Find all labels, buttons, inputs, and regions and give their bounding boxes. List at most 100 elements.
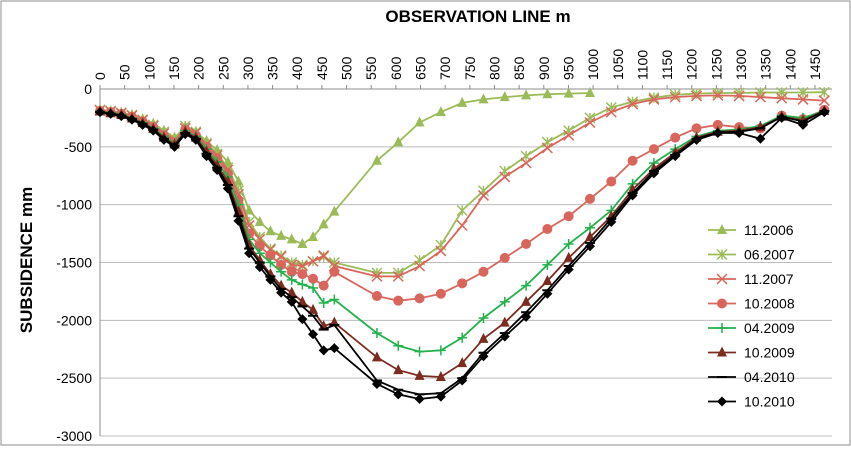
data-point (116, 111, 127, 122)
data-point (670, 151, 681, 162)
data-point (212, 164, 223, 175)
x-tick-label: 1000 (585, 49, 601, 80)
x-tick-label: 800 (486, 56, 502, 80)
data-point (414, 369, 425, 380)
x-tick-label: 750 (462, 56, 478, 80)
data-point (648, 144, 659, 155)
legend-item: 11.2007 (708, 271, 794, 287)
data-point (414, 260, 426, 272)
data-point (457, 332, 468, 343)
data-point (95, 107, 105, 118)
data-point (733, 90, 745, 102)
series-10-2010 (95, 107, 830, 404)
data-point (414, 346, 425, 357)
legend-marker (717, 224, 727, 234)
data-point (457, 375, 468, 386)
data-point (542, 223, 553, 234)
data-point (296, 260, 308, 272)
data-point (818, 95, 830, 107)
data-point (712, 89, 724, 101)
legend-item: 10.2008 (708, 296, 795, 312)
data-point (456, 219, 468, 232)
data-point (329, 343, 340, 354)
data-point (435, 106, 446, 117)
data-point (414, 116, 425, 127)
data-point (584, 87, 595, 98)
data-point (499, 252, 510, 263)
data-point (286, 274, 297, 285)
data-point (499, 296, 510, 307)
data-point (296, 259, 308, 271)
data-point (542, 259, 553, 270)
y-tick-label: 0 (84, 81, 92, 97)
legend-item: 11.2006 (708, 222, 794, 238)
data-point (318, 345, 329, 356)
y-tick-label: -3000 (56, 428, 92, 444)
data-point (819, 107, 830, 118)
x-tick-label: 550 (363, 56, 379, 80)
x-tick-label: 900 (536, 56, 552, 80)
data-point (627, 155, 638, 166)
data-point (180, 129, 191, 140)
data-point (478, 313, 489, 324)
data-point (521, 89, 532, 100)
y-tick-label: -1500 (56, 255, 92, 271)
legend: 11.2006 06.2007 11.2007 10.2008 04.2009 10.20… (708, 222, 795, 410)
x-tick-label: 700 (437, 56, 453, 80)
data-point (276, 259, 287, 270)
data-point (148, 125, 159, 136)
legend-marker (717, 396, 727, 407)
data-point (499, 171, 511, 183)
legend-item: 04.2009 (708, 320, 795, 336)
x-tick-label: 1450 (807, 49, 823, 80)
x-tick-label: 1100 (634, 50, 650, 80)
data-point (754, 86, 766, 98)
data-point (456, 204, 468, 216)
data-point (542, 275, 553, 286)
data-point (169, 141, 180, 152)
data-point (478, 332, 489, 343)
data-point (563, 211, 574, 222)
data-point (265, 274, 276, 285)
data-point (137, 119, 148, 130)
data-point (605, 106, 617, 118)
data-point (297, 269, 308, 280)
data-point (297, 314, 308, 325)
x-tick-label: 200 (191, 56, 207, 80)
x-tick-label: 850 (511, 56, 527, 80)
data-point (244, 248, 255, 259)
data-point (265, 250, 276, 261)
x-axis-title: OBSERVATION LINE m (385, 7, 570, 26)
series-group (94, 86, 830, 404)
data-point (734, 127, 745, 138)
legend-marker (717, 323, 727, 333)
data-point (371, 351, 382, 362)
legend-marker (716, 249, 728, 260)
data-point (584, 117, 596, 129)
data-point (276, 266, 287, 277)
legend-label: 06.2007 (744, 247, 795, 263)
legend-marker (717, 298, 727, 309)
data-point (275, 251, 287, 263)
data-point (541, 142, 553, 154)
data-point (286, 266, 297, 277)
x-tick-label: 400 (289, 56, 305, 80)
data-point (563, 129, 575, 141)
x-tick-label: 950 (560, 56, 576, 80)
x-tick-label: 50 (117, 64, 133, 80)
y-tick-label: -500 (64, 139, 92, 155)
data-point (286, 296, 297, 307)
data-point (371, 291, 382, 302)
data-point (563, 264, 574, 275)
data-point (329, 294, 340, 305)
data-point (776, 92, 788, 104)
data-point (797, 93, 809, 105)
legend-item: 10.2009 (708, 345, 795, 361)
data-point (478, 93, 489, 104)
data-point (584, 193, 595, 204)
data-point (755, 133, 766, 144)
data-point (818, 86, 830, 98)
